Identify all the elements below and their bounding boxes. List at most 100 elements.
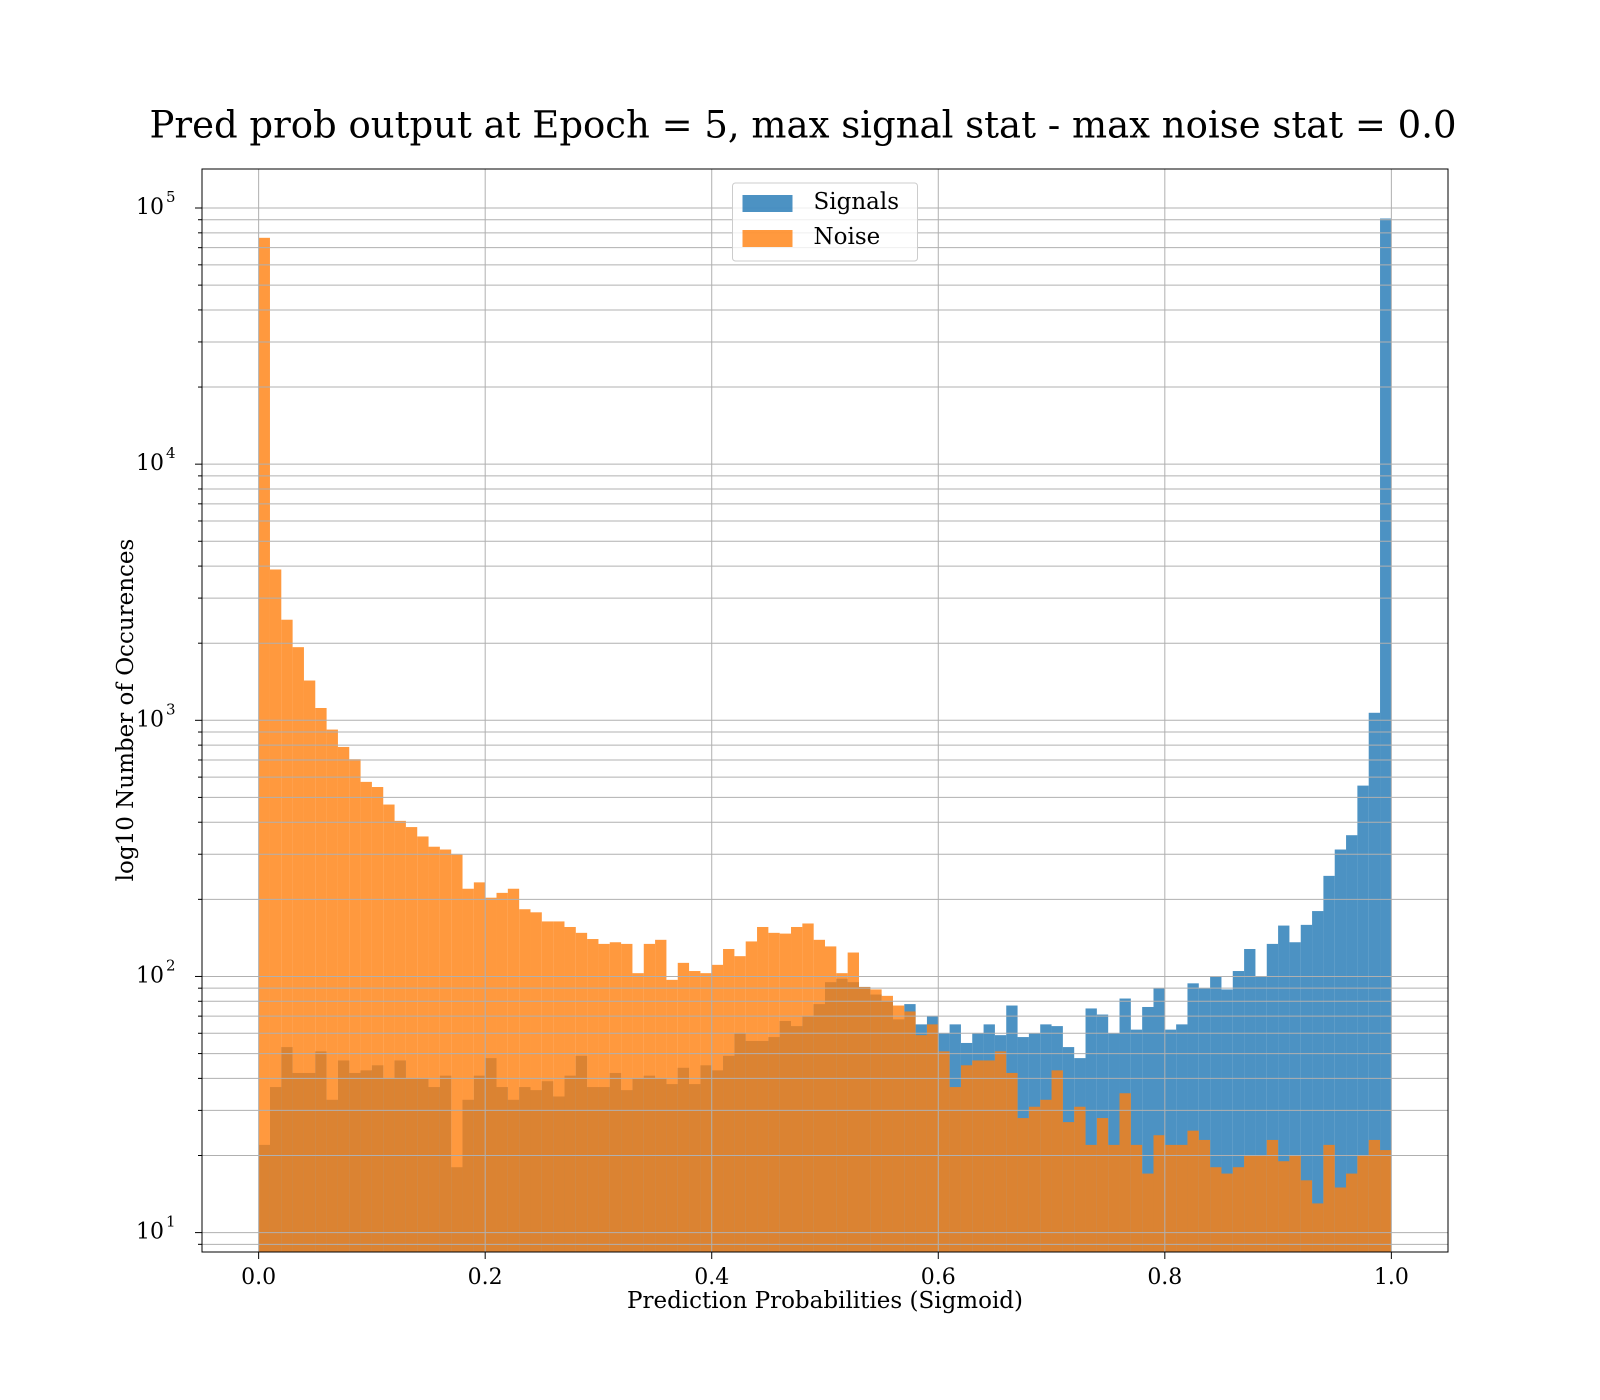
bar	[1085, 1008, 1097, 1252]
bar	[1334, 1187, 1347, 1252]
bar	[1323, 1144, 1335, 1252]
y-tick-label: 10	[136, 1220, 164, 1245]
bar	[1278, 925, 1290, 1252]
bar	[1368, 712, 1381, 1252]
bar	[1187, 1130, 1199, 1252]
legend-label: Signals	[814, 189, 900, 215]
bar	[802, 923, 814, 1252]
legend-swatch	[742, 195, 793, 212]
bar	[1289, 942, 1301, 1252]
legend-label: Noise	[814, 224, 881, 250]
bar	[439, 849, 452, 1252]
bar	[1062, 1122, 1075, 1252]
y-tick-base: 10	[136, 1220, 164, 1245]
chart-title: Pred prob output at Epoch = 5, max signa…	[149, 104, 1456, 147]
bar	[281, 619, 293, 1252]
bar	[587, 939, 599, 1252]
bar	[1017, 1118, 1029, 1252]
bar	[1368, 1139, 1381, 1252]
bar	[349, 759, 361, 1252]
bar	[326, 729, 338, 1252]
bar	[938, 1051, 950, 1252]
bar	[1346, 1173, 1358, 1252]
bar	[677, 962, 690, 1252]
bar	[1312, 911, 1324, 1252]
bar	[926, 1024, 939, 1252]
bar	[383, 804, 395, 1252]
bar	[1266, 943, 1279, 1252]
bar	[1176, 1144, 1188, 1252]
bar	[1266, 1139, 1279, 1252]
bar	[1278, 1161, 1290, 1252]
bar	[1380, 218, 1392, 1252]
bar	[1119, 1093, 1131, 1252]
bar	[1130, 1144, 1143, 1252]
bar	[417, 836, 429, 1252]
y-tick-exponent: 5	[166, 188, 176, 206]
bar	[1312, 1203, 1324, 1252]
bar	[575, 932, 588, 1252]
bar	[643, 943, 656, 1252]
bar	[1300, 1180, 1313, 1252]
bar	[1221, 989, 1233, 1252]
bar	[1108, 1033, 1120, 1252]
x-tick-label: 0.6	[921, 1265, 956, 1290]
bar	[1334, 849, 1347, 1252]
bar	[711, 964, 724, 1252]
bar	[655, 939, 667, 1252]
bar	[485, 897, 497, 1252]
bar	[1074, 1106, 1086, 1252]
x-tick-label: 0.2	[468, 1265, 503, 1290]
bar	[1085, 1144, 1097, 1252]
bar	[507, 888, 520, 1252]
bar	[1176, 1024, 1188, 1252]
bar	[813, 939, 825, 1252]
bar	[915, 1035, 927, 1252]
legend-swatch	[742, 230, 793, 247]
bar	[1244, 948, 1256, 1252]
bar	[723, 948, 735, 1252]
bar	[825, 946, 837, 1252]
bar	[462, 888, 474, 1252]
bar	[1232, 971, 1245, 1252]
bar	[1255, 1155, 1267, 1252]
y-tick-exponent: 4	[166, 444, 176, 462]
bar	[768, 932, 780, 1252]
bar	[1357, 785, 1369, 1252]
bar	[360, 781, 372, 1252]
bar	[1028, 1106, 1041, 1252]
bar	[1289, 1155, 1301, 1252]
x-tick-label: 1.0	[1374, 1265, 1409, 1290]
bar	[994, 1051, 1007, 1252]
y-tick-label: 10	[136, 195, 164, 220]
bar	[1255, 976, 1267, 1252]
bar	[1244, 1155, 1256, 1252]
bar	[847, 952, 859, 1252]
bar	[632, 973, 644, 1252]
bar	[1198, 988, 1211, 1252]
bar	[553, 921, 565, 1252]
bar	[371, 787, 384, 1252]
bar	[519, 909, 531, 1252]
bar	[1210, 976, 1222, 1252]
bar	[689, 971, 701, 1252]
bar	[1142, 1006, 1154, 1252]
bar	[1300, 924, 1313, 1252]
bar	[791, 926, 803, 1252]
bar	[836, 973, 848, 1252]
bar	[949, 1087, 961, 1252]
y-axis-label: log10 Number of Occurences	[113, 539, 139, 882]
y-tick-exponent: 1	[166, 1213, 176, 1231]
bar	[870, 989, 882, 1252]
bar	[972, 1060, 984, 1252]
bar	[496, 892, 508, 1252]
bar	[598, 943, 610, 1252]
x-tick-label: 0.8	[1147, 1265, 1182, 1290]
bar	[1153, 988, 1165, 1252]
bar	[621, 943, 633, 1252]
bar	[858, 986, 871, 1252]
bar	[881, 995, 893, 1252]
bar	[1153, 1135, 1165, 1252]
bar	[666, 979, 678, 1252]
